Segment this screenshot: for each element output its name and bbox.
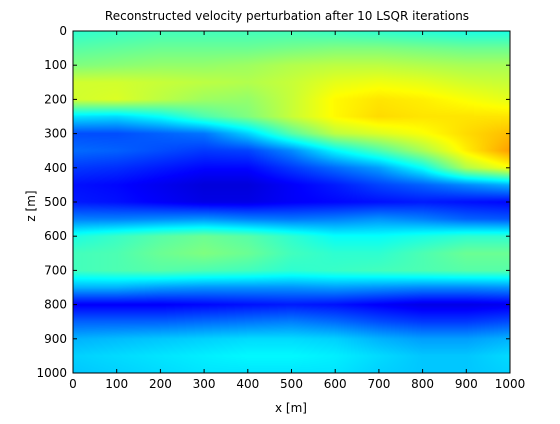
y-tick-label: 600 — [44, 229, 67, 243]
y-tick-label: 700 — [44, 263, 67, 277]
x-tick-label: 1000 — [495, 377, 526, 391]
y-axis-label: z [m] — [24, 190, 38, 221]
y-tick-label: 900 — [44, 332, 67, 346]
y-tick-label: 500 — [44, 195, 67, 209]
heatmap-canvas-wrapper — [73, 31, 510, 373]
y-tick-label: 1000 — [36, 366, 67, 380]
x-tick-label: 600 — [324, 377, 347, 391]
y-tick-label: 800 — [44, 298, 67, 312]
x-tick-label: 900 — [455, 377, 478, 391]
x-tick-label: 400 — [236, 377, 259, 391]
y-tick-label: 200 — [44, 92, 67, 106]
heatmap-layer — [73, 31, 510, 373]
heatmap-canvas — [73, 31, 510, 373]
y-tick-label: 100 — [44, 58, 67, 72]
x-tick-label: 800 — [411, 377, 434, 391]
x-tick-label: 700 — [367, 377, 390, 391]
x-tick-label: 500 — [280, 377, 303, 391]
x-axis-label: x [m] — [275, 401, 307, 415]
x-tick-label: 300 — [193, 377, 216, 391]
y-tick-label: 300 — [44, 127, 67, 141]
x-tick-label: 200 — [149, 377, 172, 391]
y-tick-label: 0 — [59, 24, 67, 38]
x-tick-label: 100 — [105, 377, 128, 391]
y-tick-label: 400 — [44, 161, 67, 175]
chart-title: Reconstructed velocity perturbation afte… — [105, 9, 469, 23]
axes-layer: 0 100 200 300 400 500 600 700 800 900 100001002003… — [36, 24, 525, 391]
x-tick-label: 0 — [69, 377, 77, 391]
